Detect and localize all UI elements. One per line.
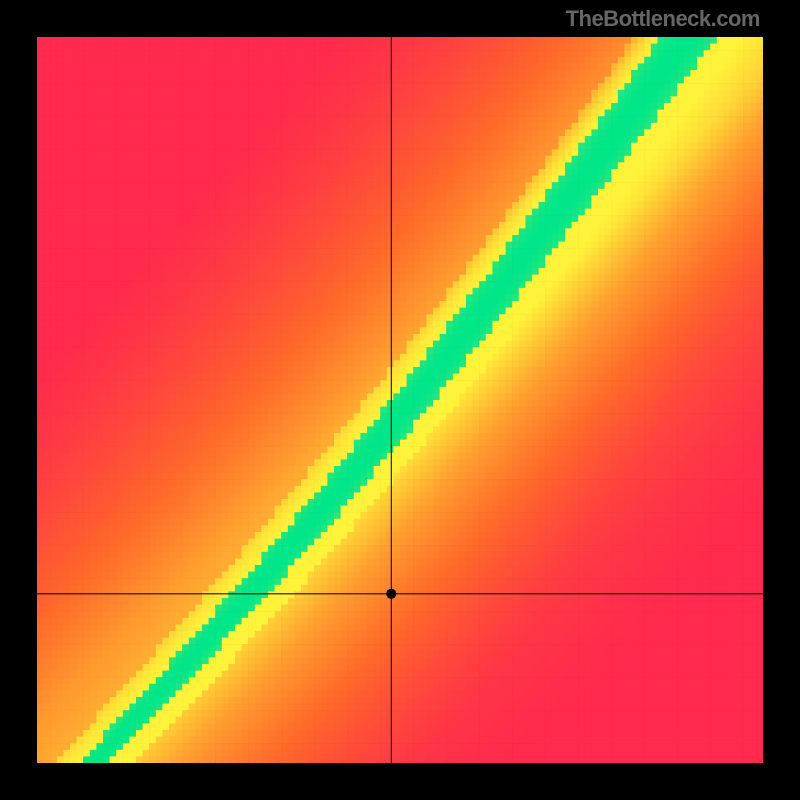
- watermark-label: TheBottleneck.com: [566, 6, 760, 32]
- heatmap-canvas: [37, 37, 763, 763]
- chart-frame: TheBottleneck.com: [0, 0, 800, 800]
- heatmap-plot: [37, 37, 763, 763]
